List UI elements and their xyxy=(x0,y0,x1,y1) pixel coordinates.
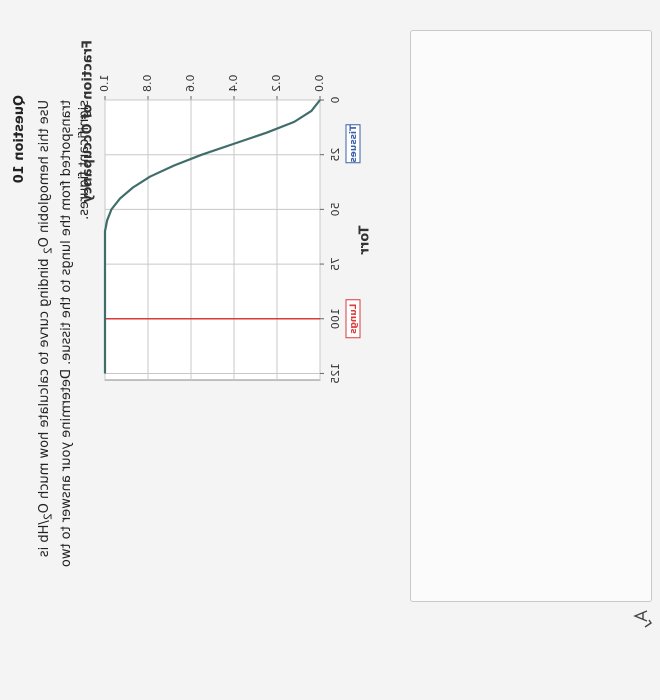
question-title: Question 10 xyxy=(12,95,27,184)
marker-label: Lungs xyxy=(349,304,359,334)
marker-box xyxy=(345,299,361,339)
answer-box[interactable] xyxy=(410,30,652,602)
x-tick-label: 0 xyxy=(329,97,342,104)
y-tick-label: 0.4 xyxy=(227,75,240,93)
x-tick-label: 25 xyxy=(329,148,342,162)
x-tick-label: 75 xyxy=(329,257,342,271)
y-tick-label: 0.6 xyxy=(184,75,197,93)
x-axis-label: Torr xyxy=(358,226,373,255)
y-tick-label: 0.8 xyxy=(141,75,154,93)
y-tick-label: 0.2 xyxy=(270,75,283,93)
x-tick-label: 50 xyxy=(329,202,342,216)
y-tick-label: 0.0 xyxy=(313,75,326,93)
spellcheck-icon[interactable] xyxy=(632,608,652,628)
curve xyxy=(103,99,321,374)
chart: Fraction of Occupancy Torr 0.0 0.2 0.4 0.6 0… xyxy=(81,40,373,384)
chart-title: Fraction of Occupancy xyxy=(81,40,96,203)
x-tick-label: 100 xyxy=(329,308,342,329)
text: Use this hemoglobin O xyxy=(37,100,52,248)
marker-label: Tissues xyxy=(349,125,359,163)
marker-box xyxy=(345,124,361,164)
text: binding curve to calculate how much O xyxy=(37,254,52,514)
y-tick-label: 1.0 xyxy=(98,75,111,93)
plot-area xyxy=(104,99,321,381)
x-tick-label: 125 xyxy=(329,363,342,384)
